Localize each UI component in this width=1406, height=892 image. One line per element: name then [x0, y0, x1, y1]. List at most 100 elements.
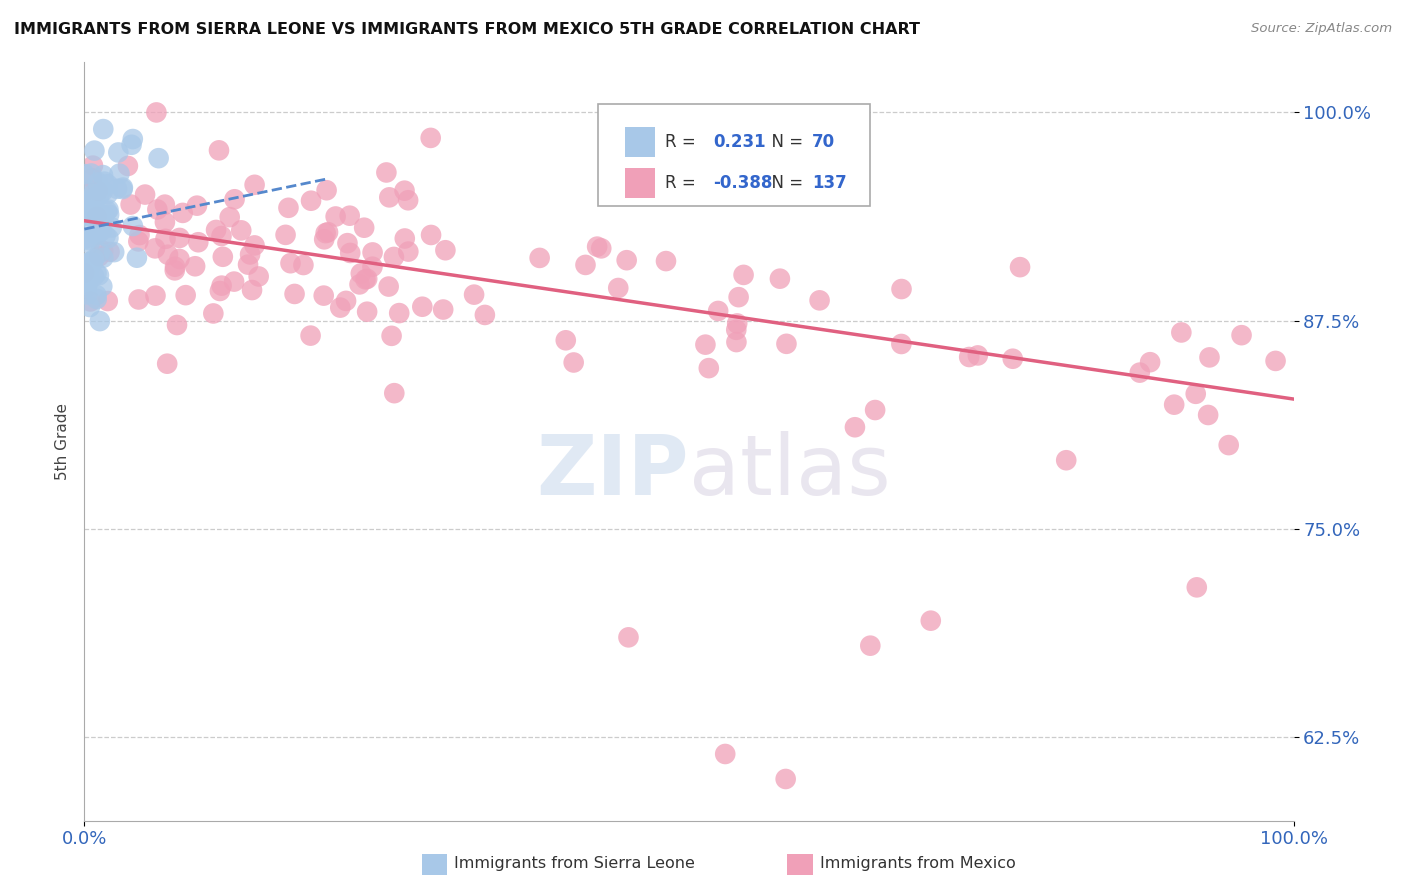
Point	[163, 263, 186, 277]
Point	[1054, 453, 1077, 467]
Point	[859, 639, 882, 653]
Point	[111, 180, 134, 194]
Point	[153, 215, 176, 229]
Point	[76, 287, 98, 301]
Point	[224, 275, 246, 289]
Point	[148, 151, 170, 165]
Point	[91, 168, 114, 182]
Point	[83, 144, 105, 158]
Y-axis label: 5th Grade: 5th Grade	[55, 403, 70, 480]
Point	[121, 219, 143, 233]
Point	[591, 241, 613, 255]
Point	[108, 167, 131, 181]
Point	[239, 247, 262, 261]
Point	[339, 246, 361, 260]
Point	[89, 245, 111, 260]
Point	[75, 208, 97, 222]
Point	[378, 190, 401, 204]
Point	[1230, 328, 1253, 343]
Point	[396, 194, 419, 208]
Point	[86, 288, 108, 302]
Point	[75, 281, 97, 295]
Point	[697, 361, 720, 376]
Point	[382, 250, 405, 264]
Point	[1218, 438, 1240, 452]
Point	[91, 279, 114, 293]
Point	[725, 317, 748, 331]
Point	[76, 277, 98, 291]
Text: R =: R =	[665, 133, 700, 152]
Point	[432, 302, 454, 317]
Point	[79, 294, 101, 309]
Point	[80, 194, 103, 208]
Point	[863, 403, 886, 417]
Point	[90, 207, 112, 221]
Point	[574, 258, 596, 272]
Point	[77, 233, 100, 247]
Point	[121, 132, 143, 146]
Point	[156, 248, 179, 262]
Point	[586, 239, 609, 253]
Point	[361, 245, 384, 260]
Point	[211, 278, 233, 293]
Point	[419, 131, 441, 145]
Point	[84, 227, 107, 241]
Point	[98, 208, 121, 222]
Point	[394, 231, 416, 245]
Point	[86, 221, 108, 235]
Point	[1185, 580, 1208, 594]
Point	[356, 272, 378, 286]
Point	[844, 420, 866, 434]
FancyBboxPatch shape	[624, 127, 655, 157]
Point	[97, 187, 120, 202]
Point	[616, 253, 638, 268]
Point	[93, 209, 115, 223]
Point	[187, 235, 209, 250]
Text: 137: 137	[813, 174, 846, 192]
Point	[396, 244, 419, 259]
Point	[97, 231, 120, 245]
Point	[335, 293, 357, 308]
Point	[82, 222, 104, 236]
Point	[607, 281, 630, 295]
Point	[224, 192, 246, 206]
Point	[1198, 351, 1220, 365]
Point	[353, 220, 375, 235]
Point	[299, 328, 322, 343]
Text: Immigrants from Mexico: Immigrants from Mexico	[820, 856, 1015, 871]
Point	[87, 268, 110, 283]
Point	[243, 178, 266, 192]
Point	[554, 333, 576, 347]
Point	[107, 145, 129, 160]
Point	[1264, 354, 1286, 368]
Point	[73, 208, 96, 222]
Point	[312, 288, 335, 302]
Point	[79, 300, 101, 314]
Text: R =: R =	[665, 174, 700, 192]
Point	[105, 182, 128, 196]
Point	[76, 255, 98, 269]
Point	[93, 175, 115, 189]
Text: -0.388: -0.388	[713, 174, 772, 192]
Point	[121, 137, 143, 152]
Point	[349, 277, 371, 292]
Text: atlas: atlas	[689, 432, 890, 512]
Text: 70: 70	[813, 133, 835, 152]
Point	[84, 190, 107, 204]
Text: N =: N =	[762, 174, 808, 192]
Point	[725, 323, 748, 337]
Point	[336, 236, 359, 251]
Point	[240, 283, 263, 297]
Point	[125, 251, 148, 265]
Point	[100, 220, 122, 235]
Text: 0.231: 0.231	[713, 133, 766, 152]
Point	[89, 189, 111, 203]
Point	[89, 219, 111, 233]
Point	[208, 144, 231, 158]
Point	[83, 186, 105, 201]
Point	[382, 386, 405, 401]
Point	[292, 258, 315, 272]
Point	[134, 187, 156, 202]
Point	[184, 259, 207, 273]
Point	[411, 300, 433, 314]
